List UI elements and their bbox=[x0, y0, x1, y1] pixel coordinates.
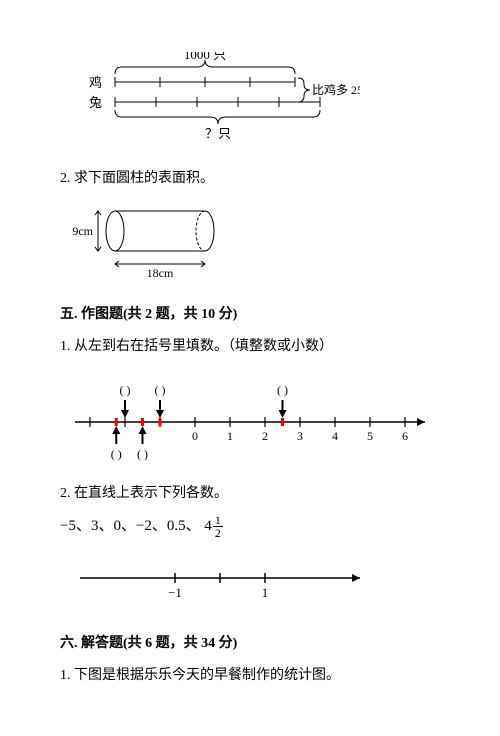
svg-text:6: 6 bbox=[402, 429, 408, 443]
chicken-rabbit-svg: 1000 只 鸡 兔 比鸡多 25% ？只 bbox=[60, 52, 360, 147]
length-label: 18cm bbox=[147, 266, 174, 279]
svg-text:( ): ( ) bbox=[155, 383, 166, 397]
q2-text: 2. 求下面圆柱的表面积。 bbox=[60, 167, 440, 187]
s5q2: 2. 在直线上表示下列各数。 bbox=[60, 482, 440, 502]
numberline1-svg: 0 1 2 3 4 5 6 ( ) ( ) ( ) ( ) ( ) bbox=[60, 367, 440, 462]
chicken-label: 鸡 bbox=[89, 75, 102, 90]
cylinder-svg: 9cm 18cm bbox=[60, 199, 260, 279]
values-text: −5、3、0、−2、0.5、 bbox=[60, 518, 201, 534]
numberline2-svg: −1 1 bbox=[60, 563, 380, 608]
nl2-right: 1 bbox=[262, 585, 269, 600]
frac-whole: 4 bbox=[204, 518, 212, 534]
nl2-left: −1 bbox=[168, 585, 182, 600]
svg-text:1: 1 bbox=[227, 429, 233, 443]
numberline1-diagram: 0 1 2 3 4 5 6 ( ) ( ) ( ) ( ) ( ) bbox=[60, 367, 440, 462]
s6q1: 1. 下图是根据乐乐今天的早餐制作的统计图。 bbox=[60, 664, 440, 684]
cylinder-diagram: 9cm 18cm bbox=[60, 199, 440, 279]
height-label: 9cm bbox=[72, 224, 93, 238]
svg-text:3: 3 bbox=[297, 429, 303, 443]
svg-text:( ): ( ) bbox=[277, 383, 288, 397]
chicken-rabbit-diagram: 1000 只 鸡 兔 比鸡多 25% ？只 bbox=[60, 52, 440, 147]
values-line: −5、3、0、−2、0.5、 4 1 2 bbox=[60, 514, 440, 539]
numberline2-diagram: −1 1 bbox=[60, 563, 440, 608]
svg-text:2: 2 bbox=[262, 429, 268, 443]
s5q1: 1. 从左到右在括号里填数。（填整数或小数） bbox=[60, 335, 440, 355]
svg-text:5: 5 bbox=[367, 429, 373, 443]
svg-text:0: 0 bbox=[192, 429, 198, 443]
svg-text:( ): ( ) bbox=[111, 447, 122, 461]
section6-title: 六. 解答题(共 6 题，共 34 分) bbox=[60, 632, 440, 652]
right-label: 比鸡多 25% bbox=[312, 82, 360, 97]
section5-title: 五. 作图题(共 2 题，共 10 分) bbox=[60, 303, 440, 323]
top-label: 1000 只 bbox=[184, 52, 226, 62]
svg-text:( ): ( ) bbox=[137, 447, 148, 461]
svg-text:( ): ( ) bbox=[120, 383, 131, 397]
mixed-fraction: 4 1 2 bbox=[204, 514, 223, 539]
bottom-label: ？只 bbox=[205, 126, 231, 141]
rabbit-label: 兔 bbox=[89, 95, 102, 110]
frac-den: 2 bbox=[213, 527, 223, 539]
svg-text:4: 4 bbox=[332, 429, 338, 443]
